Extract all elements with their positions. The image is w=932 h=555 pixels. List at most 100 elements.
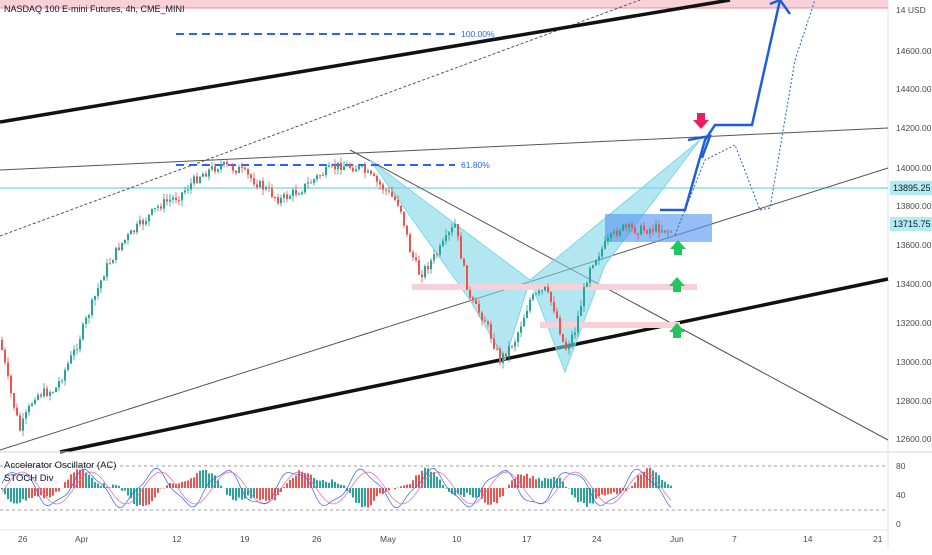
- candle-body: [370, 171, 372, 174]
- osc-bar: [598, 488, 600, 496]
- osc-bar: [355, 488, 357, 503]
- candle-body: [208, 169, 210, 176]
- candle-body: [556, 311, 558, 318]
- price-tick: 14 USD: [896, 5, 926, 15]
- candle-body: [13, 393, 15, 407]
- osc-bar: [172, 484, 174, 488]
- date-tick: 19: [240, 534, 250, 544]
- osc-bar: [493, 488, 495, 502]
- candle-body: [601, 249, 603, 257]
- candle-body: [253, 178, 255, 184]
- candle-body: [280, 198, 282, 203]
- candle-body: [295, 190, 297, 195]
- candle-body: [289, 196, 291, 199]
- candle-body: [25, 412, 27, 418]
- osc-bar: [133, 488, 135, 504]
- candle-body: [670, 231, 672, 232]
- candle-body: [541, 290, 543, 291]
- candle-body: [571, 335, 573, 345]
- date-tick: 21: [873, 534, 883, 544]
- candle-body: [67, 364, 69, 370]
- osc-bar: [46, 488, 48, 496]
- candle-body: [538, 291, 540, 294]
- osc-bar: [337, 484, 339, 488]
- indicator-label-stoch[interactable]: STOCH Div: [4, 473, 54, 484]
- candle-body: [40, 395, 42, 397]
- price-tick: 14600.00: [896, 46, 932, 56]
- candle-body: [112, 260, 114, 263]
- osc-bar: [262, 488, 264, 499]
- candle-body: [646, 230, 648, 233]
- candle-body: [376, 176, 378, 182]
- osc-bar: [229, 488, 231, 496]
- osc-bar: [403, 485, 405, 488]
- candle-body: [37, 395, 39, 400]
- candle-body: [223, 162, 225, 165]
- osc-bar: [64, 482, 66, 488]
- osc-bar: [496, 488, 498, 503]
- candle-body: [220, 164, 222, 169]
- osc-bar: [661, 480, 663, 488]
- candle-body: [535, 293, 537, 294]
- candle-body: [217, 169, 219, 171]
- osc-bar: [469, 488, 471, 495]
- indicator-label-ac[interactable]: Accelerator Oscillator (AC): [4, 460, 116, 471]
- osc-bar: [541, 481, 543, 488]
- candle-body: [310, 182, 312, 183]
- price-tick: 14400.00: [896, 84, 932, 94]
- osc-bar: [25, 488, 27, 501]
- candle-body: [430, 260, 432, 269]
- candle-body: [547, 287, 549, 292]
- osc-bar: [19, 488, 21, 503]
- candle-body: [502, 353, 504, 362]
- candle-body: [172, 198, 174, 200]
- candle-body: [397, 200, 399, 206]
- date-tick: 17: [522, 534, 532, 544]
- candle-body: [124, 240, 126, 243]
- osc-bar: [472, 488, 474, 497]
- candle-body: [343, 166, 345, 170]
- osc-bar: [298, 470, 300, 488]
- candle-body: [517, 333, 519, 342]
- candle-body: [118, 247, 120, 249]
- osc-bar: [331, 479, 333, 488]
- candle-body: [616, 231, 618, 235]
- candle-body: [286, 194, 288, 199]
- osc-bar: [526, 474, 528, 488]
- candle-body: [184, 191, 186, 193]
- candle-body: [355, 169, 357, 171]
- osc-bar: [220, 486, 222, 488]
- candle-body: [61, 381, 63, 382]
- candle-body: [256, 184, 258, 187]
- osc-bar: [187, 481, 189, 488]
- candle-body: [406, 226, 408, 235]
- candle-body: [631, 224, 633, 228]
- osc-bar: [640, 475, 642, 488]
- candle-body: [151, 209, 153, 215]
- candle-body: [229, 164, 231, 166]
- price-tick: 13600.00: [896, 240, 932, 250]
- osc-bar: [637, 475, 639, 488]
- candle-body: [169, 200, 171, 202]
- candle-body: [19, 415, 21, 430]
- candle-body: [187, 190, 189, 191]
- osc-bar: [196, 473, 198, 488]
- osc-bar: [370, 488, 372, 505]
- candle-body: [589, 268, 591, 283]
- osc-bar: [148, 488, 150, 504]
- candle-body: [625, 225, 627, 228]
- candle-body: [307, 182, 309, 183]
- osc-bar: [193, 477, 195, 488]
- candle-body: [133, 230, 135, 232]
- candle-body: [298, 194, 300, 195]
- candle-body: [265, 187, 267, 189]
- candle-body: [4, 350, 6, 363]
- svg-text:13715.75: 13715.75: [893, 219, 931, 229]
- candle-body: [349, 164, 351, 168]
- candle-body: [10, 376, 12, 393]
- candle-body: [49, 392, 51, 396]
- osc-bar: [82, 470, 84, 488]
- candle-body: [493, 339, 495, 349]
- osc-bar: [523, 476, 525, 488]
